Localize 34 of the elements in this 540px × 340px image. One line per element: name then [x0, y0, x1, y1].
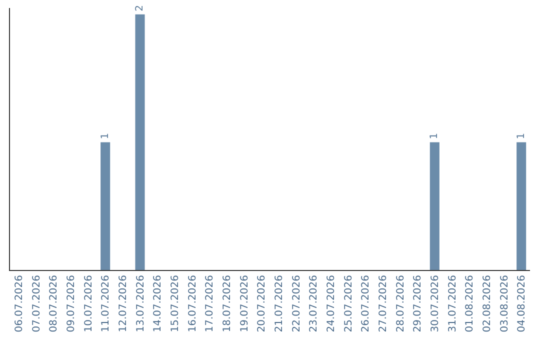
x-tick-label: 08.07.2026 [48, 275, 60, 332]
x-tick-label: 15.07.2026 [170, 275, 181, 332]
x-tick-label: 23.07.2026 [308, 275, 320, 332]
data-label: 1 [516, 132, 527, 140]
x-tick-label: 14.07.2026 [152, 275, 164, 332]
x-tick-label: 06.07.2026 [14, 275, 25, 332]
x-tick-label: 18.07.2026 [222, 275, 233, 332]
x-tick-label: 13.07.2026 [135, 275, 146, 332]
x-tick-label: 11.07.2026 [100, 275, 112, 332]
x-tick-label: 22.07.2026 [291, 275, 302, 332]
x-tick-label: 04.08.2026 [516, 275, 528, 332]
x-tick-label: 19.07.2026 [239, 275, 250, 332]
x-tick-label: 25.07.2026 [343, 275, 354, 332]
x-tick-label: 30.07.2026 [430, 275, 441, 332]
data-label: 2 [134, 5, 146, 12]
x-tick-label: 12.07.2026 [118, 275, 129, 332]
x-tick-label: 17.07.2026 [204, 275, 216, 332]
data-label: 1 [429, 132, 440, 140]
x-tick-label: 03.08.2026 [499, 275, 510, 332]
data-label: 1 [100, 132, 111, 140]
x-tick-label: 20.07.2026 [256, 275, 268, 332]
x-tick-label: 31.07.2026 [447, 275, 458, 332]
x-tick-label: 27.07.2026 [378, 275, 389, 332]
x-tick-label: 24.07.2026 [326, 275, 337, 332]
x-tick-label: 26.07.2026 [360, 275, 372, 332]
x-tick-label: 10.07.2026 [83, 275, 94, 332]
x-tick-label: 16.07.2026 [187, 275, 198, 332]
x-tick-label: 21.07.2026 [274, 275, 285, 332]
x-tick-label: 09.07.2026 [66, 275, 77, 332]
x-tick-label: 01.08.2026 [464, 275, 476, 332]
x-tick-label: 07.07.2026 [31, 275, 42, 332]
x-tick-label: 29.07.2026 [412, 275, 424, 332]
x-tick-label: 28.07.2026 [395, 275, 406, 332]
x-tick-label: 02.08.2026 [482, 275, 493, 332]
